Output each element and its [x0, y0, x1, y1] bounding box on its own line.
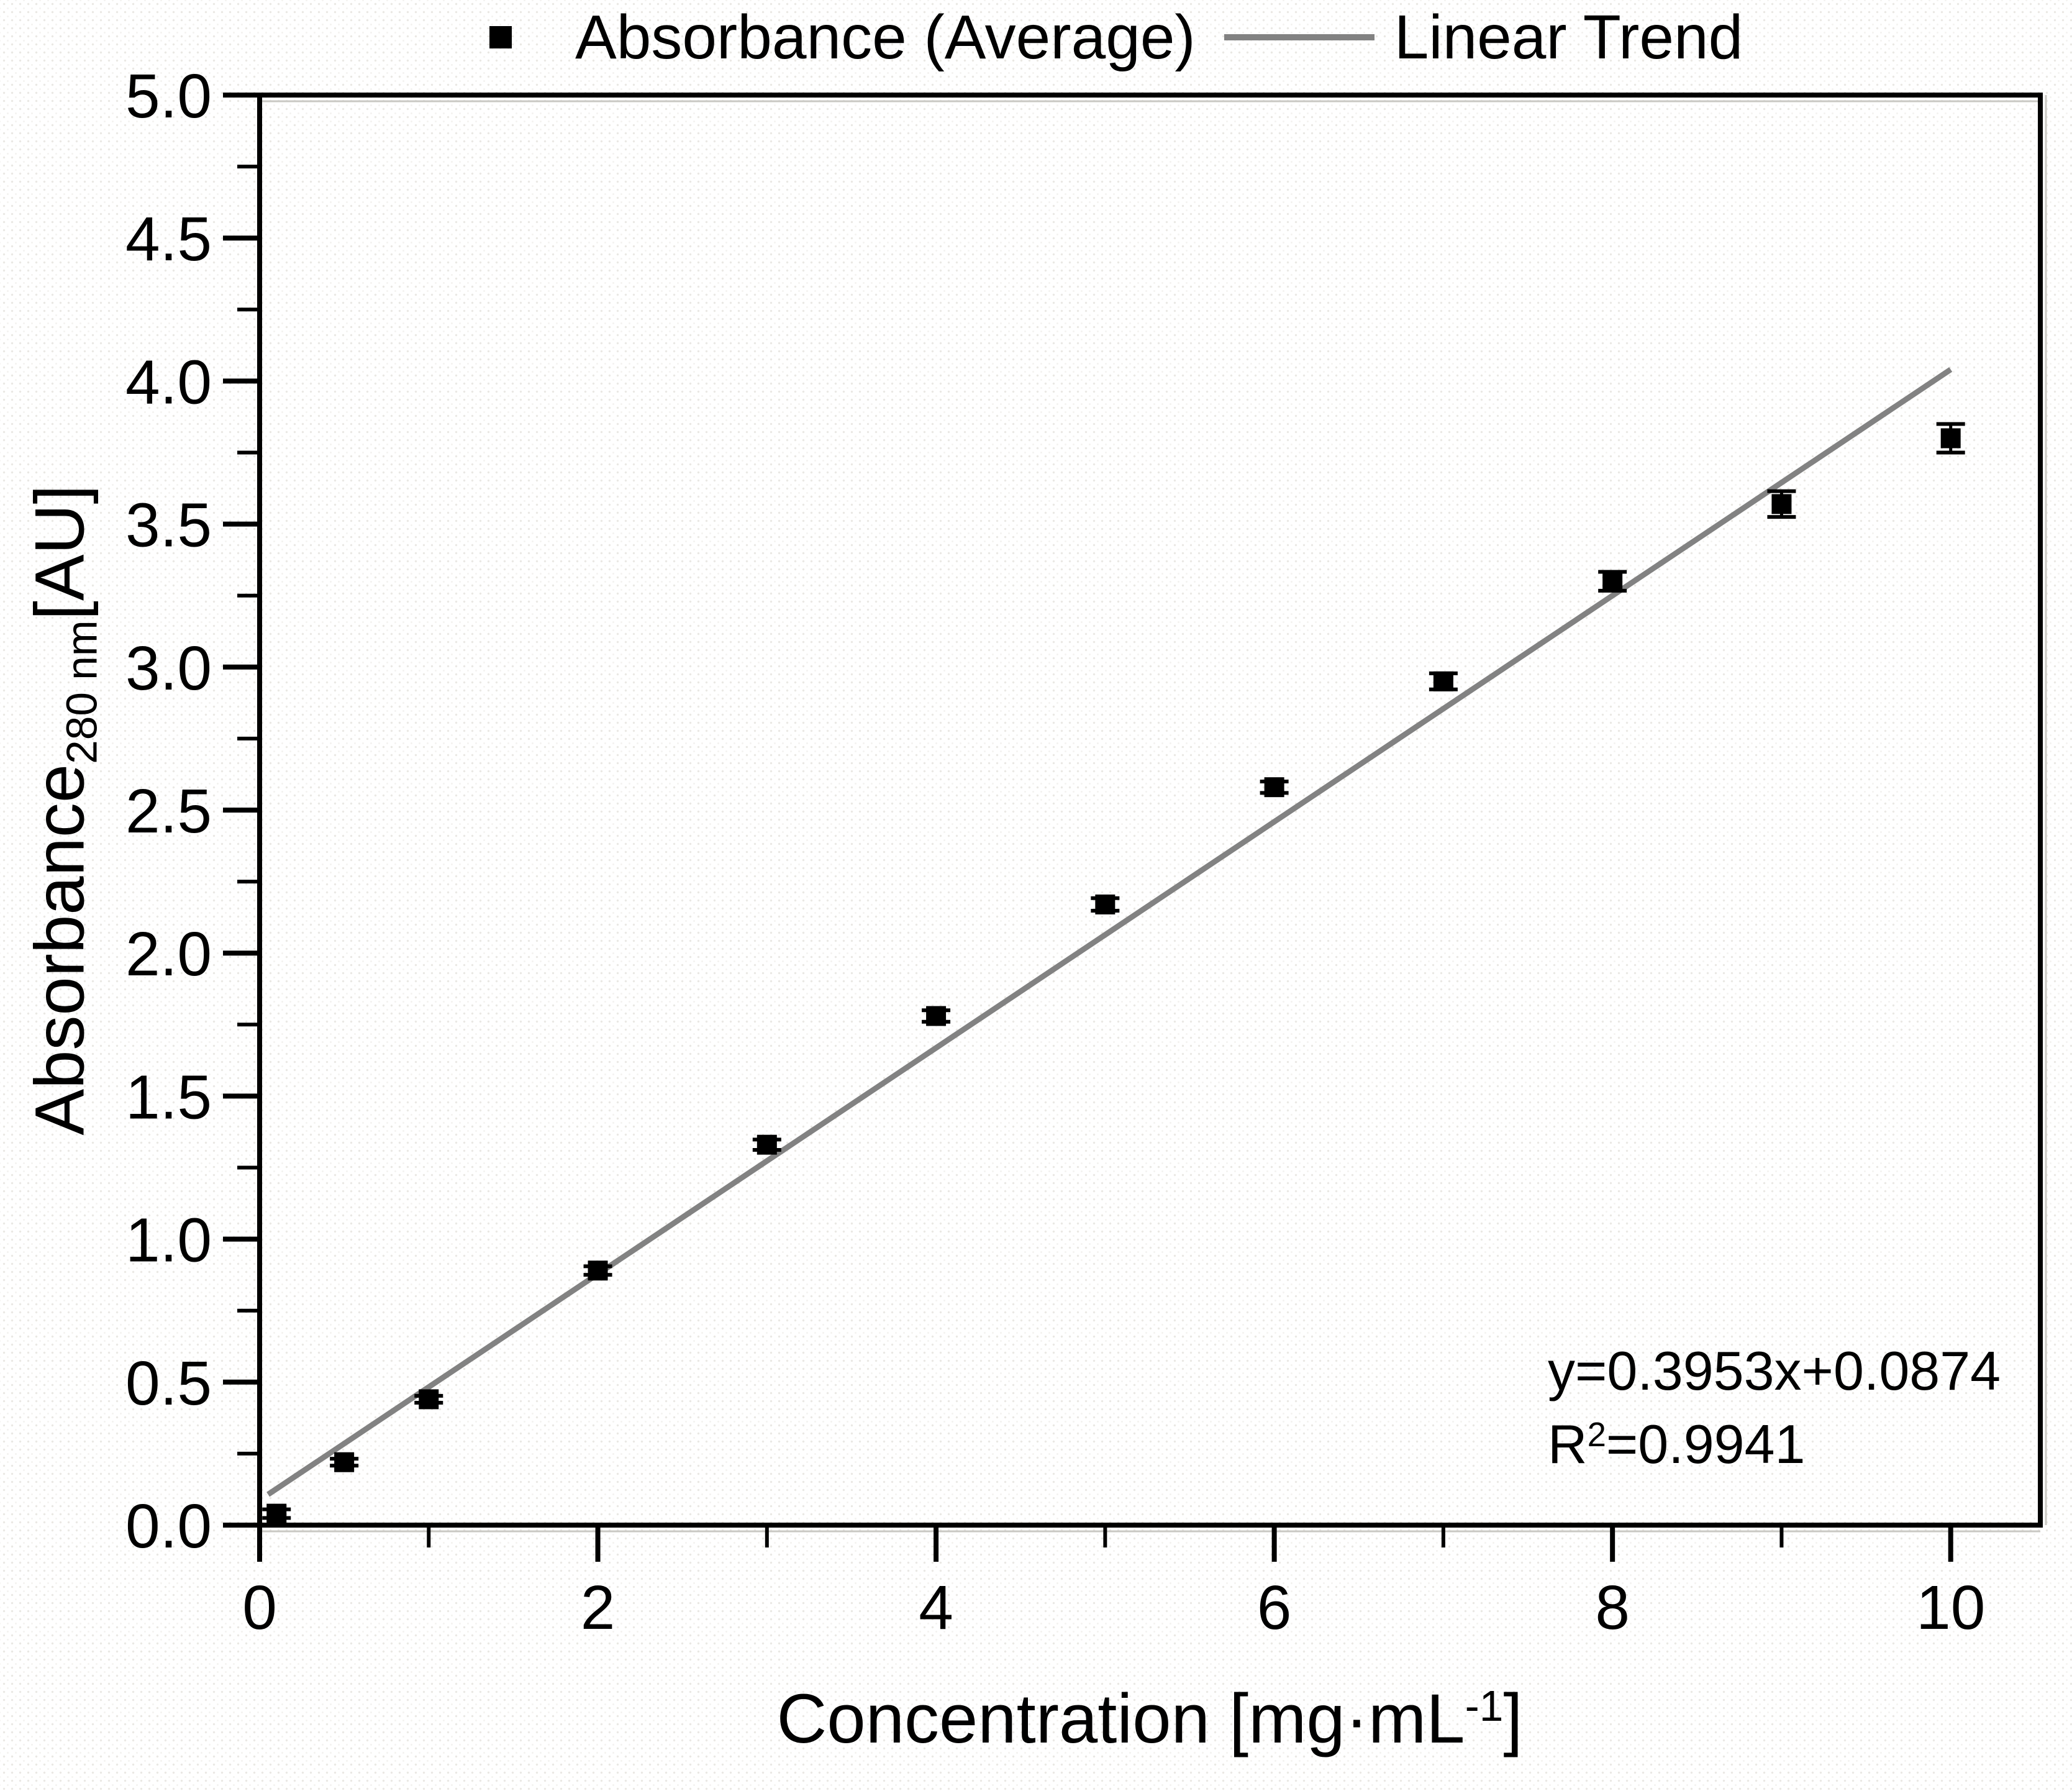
fit-equation-annotation: y=0.3953x+0.0874 R2=0.9941: [1548, 1334, 2001, 1481]
legend-label-linear-trend: Linear Trend: [1394, 2, 1743, 72]
data-point: [419, 1389, 439, 1410]
y-tick-label: 4.0: [125, 347, 212, 417]
x-tick-label: 4: [919, 1573, 953, 1643]
data-point: [926, 1006, 947, 1026]
data-point: [266, 1503, 287, 1524]
x-tick-label: 10: [1916, 1573, 1985, 1643]
y-tick-label: 3.0: [125, 634, 212, 703]
x-tick-label: 0: [242, 1573, 277, 1643]
trend-line: [266, 367, 1953, 1497]
x-tick-label: 6: [1257, 1573, 1292, 1643]
y-tick-label: 2.0: [125, 919, 212, 989]
legend-square-marker-icon: [489, 26, 512, 48]
fit-equation-line: y=0.3953x+0.0874: [1548, 1340, 2001, 1401]
data-point: [1940, 428, 1961, 449]
x-axis-title: Concentration [mg·mL-1]: [776, 1680, 1523, 1757]
plot-frame: [257, 93, 2043, 1528]
data-point: [1264, 777, 1284, 798]
data-point: [1602, 571, 1623, 591]
y-tick-label: 1.0: [125, 1206, 212, 1275]
legend-trendline-swatch-icon: [1224, 34, 1375, 40]
legend: Absorbance (Average) Linear Trend: [489, 2, 1743, 72]
x-tick-label: 2: [581, 1573, 616, 1643]
y-tick-label: 4.5: [125, 204, 212, 274]
y-axis-title: Absorbance280 nm[AU]: [20, 485, 106, 1136]
data-point: [757, 1134, 777, 1155]
data-point: [1433, 671, 1453, 691]
r-squared-line: R2=0.9941: [1548, 1413, 1806, 1475]
y-tick-label: 5.0: [125, 62, 212, 131]
data-point: [1095, 894, 1116, 914]
y-tick-label: 3.5: [125, 491, 212, 560]
y-tick-label: 2.5: [125, 777, 212, 846]
x-tick-label: 8: [1595, 1573, 1630, 1643]
data-point: [588, 1260, 608, 1281]
y-tick-label: 0.0: [125, 1492, 212, 1561]
legend-label-absorbance: Absorbance (Average): [575, 2, 1196, 72]
data-point: [334, 1452, 355, 1472]
y-tick-label: 1.5: [125, 1062, 212, 1132]
y-tick-label: 0.5: [125, 1349, 212, 1418]
data-point: [1771, 494, 1792, 514]
